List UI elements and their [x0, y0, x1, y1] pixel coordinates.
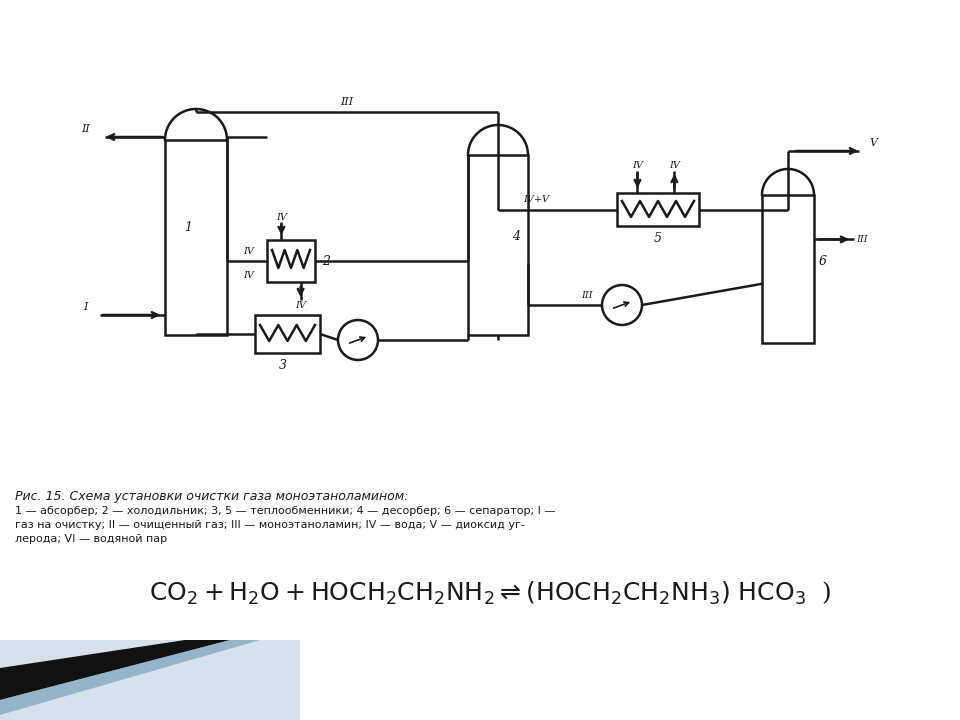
Text: IV: IV	[632, 161, 643, 169]
Text: V: V	[869, 138, 877, 148]
Text: IV: IV	[295, 300, 306, 310]
Bar	[165, 140, 227, 335]
Bar	[762, 195, 814, 343]
Text: II: II	[82, 124, 90, 134]
Bar	[617, 193, 699, 226]
Text: IV: IV	[276, 212, 287, 222]
Text: лерода; VI — водяной пар: лерода; VI — водяной пар	[15, 534, 167, 544]
Text: 1 — абсорбер; 2 — холодильник; 3, 5 — теплообменники; 4 — десорбер; 6 — сепарато: 1 — абсорбер; 2 — холодильник; 3, 5 — те…	[15, 506, 556, 516]
Bar	[267, 240, 315, 282]
Text: IV: IV	[669, 161, 680, 169]
Text: III: III	[581, 290, 593, 300]
Text: IV: IV	[244, 246, 254, 256]
Text: IV: IV	[244, 271, 254, 279]
Text: 6: 6	[819, 255, 827, 268]
Text: IV+V: IV+V	[523, 195, 549, 204]
Text: III: III	[856, 235, 868, 244]
Text: III: III	[341, 97, 353, 107]
Polygon shape	[0, 640, 260, 715]
Text: $\mathrm{CO_2 + H_2O + HOCH_2CH_2NH_2 \rightleftharpoons (HOCH_2CH_2NH_3)\ HCO_3: $\mathrm{CO_2 + H_2O + HOCH_2CH_2NH_2 \r…	[149, 580, 831, 607]
Text: 5: 5	[654, 232, 662, 245]
Bar	[468, 155, 528, 335]
Text: газ на очистку; II — очищенный газ; III — моноэтаноламин; IV — вода; V — диоксид: газ на очистку; II — очищенный газ; III …	[15, 520, 525, 530]
Text: 1: 1	[184, 221, 192, 234]
Polygon shape	[0, 640, 300, 720]
Polygon shape	[0, 640, 230, 700]
Text: 2: 2	[322, 254, 330, 268]
Text: I: I	[84, 302, 88, 312]
Text: Рис. 15. Схема установки очистки газа моноэтаноламином:: Рис. 15. Схема установки очистки газа мо…	[15, 490, 408, 503]
Text: 3: 3	[278, 359, 286, 372]
Text: 4: 4	[512, 230, 520, 243]
Bar	[255, 315, 320, 353]
